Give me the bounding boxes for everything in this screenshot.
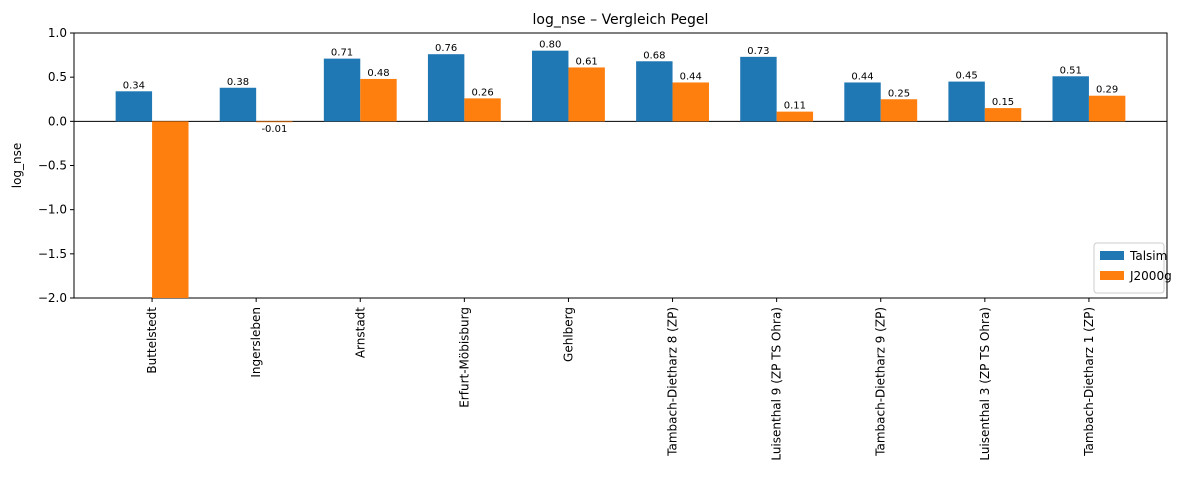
x-tick-label: Tambach-Dietharz 8 (ZP) <box>666 307 680 457</box>
bar-j2000g <box>672 82 709 122</box>
x-tick-label: Ingersleben <box>249 307 263 378</box>
bar-value-label: 0.68 <box>643 50 665 61</box>
y-tick-label: −1.0 <box>38 203 67 217</box>
x-tick-label: Tambach-Dietharz 1 (ZP) <box>1082 307 1096 457</box>
bar-j2000g <box>152 121 189 298</box>
x-tick-label: Buttelstedt <box>145 307 159 374</box>
x-tick-label: Arnstadt <box>353 307 367 358</box>
bar-talsim <box>427 54 465 122</box>
bar-value-label: 0.15 <box>992 97 1014 108</box>
bar-talsim <box>115 91 153 122</box>
chart-title: log_nse – Vergleich Pegel <box>533 12 709 28</box>
bar-value-label: 0.25 <box>888 88 910 99</box>
x-tick-label: Tambach-Dietharz 9 (ZP) <box>874 307 888 457</box>
y-tick-label: 0.0 <box>48 114 67 128</box>
bar-talsim <box>948 81 985 122</box>
bar-value-label: 0.44 <box>851 71 873 82</box>
bar-j2000g <box>984 108 1022 122</box>
bar-value-label: 0.11 <box>784 101 806 112</box>
bar-value-label: 0.26 <box>471 87 493 98</box>
bar-talsim <box>740 56 777 122</box>
bar-value-label: 0.76 <box>435 43 457 54</box>
legend-swatch <box>1100 271 1124 280</box>
y-tick-label: −1.5 <box>38 247 67 261</box>
plot-area: 1.0 0.5 0.0 −0.5 −1.0 −1.5 −2.0 0.34 Buttelstedt… <box>38 26 1172 461</box>
bar-talsim <box>1052 76 1089 122</box>
x-tick-label: Luisenthal 9 (ZP TS Ohra) <box>770 307 784 461</box>
legend: Talsim J2000g <box>1093 242 1172 294</box>
bar-talsim <box>844 82 881 122</box>
bar-value-label: 0.73 <box>747 46 769 57</box>
bar-j2000g <box>776 111 814 122</box>
bar-j2000g <box>256 121 293 123</box>
bar-talsim <box>323 58 361 122</box>
bar-value-label: 0.38 <box>227 77 249 88</box>
bar-j2000g <box>464 98 501 122</box>
bar-value-label: 0.61 <box>576 56 598 67</box>
y-axis-label: log_nse <box>10 143 24 189</box>
x-tick-label: Luisenthal 3 (ZP TS Ohra) <box>978 307 992 461</box>
bar-value-label: 0.44 <box>680 71 702 82</box>
bar-talsim <box>219 87 257 122</box>
y-tick-label: −0.5 <box>38 159 67 173</box>
legend-label: J2000g <box>1129 269 1172 283</box>
plot-frame <box>73 32 1168 299</box>
x-tick-label: Erfurt-Möbisburg <box>457 307 471 408</box>
bar-value-label: 0.51 <box>1060 65 1082 76</box>
bar-j2000g <box>360 78 397 122</box>
bar-talsim <box>532 50 569 122</box>
bar-j2000g <box>880 99 918 122</box>
bar-j2000g <box>1088 95 1126 122</box>
bar-value-label: 0.29 <box>1096 85 1118 96</box>
bar-value-label: -0.01 <box>261 124 287 135</box>
bar-j2000g <box>568 67 605 122</box>
x-tick-label: Gehlberg <box>561 307 575 362</box>
bar-value-label: 0.48 <box>367 68 389 79</box>
y-tick-label: −2.0 <box>38 291 67 305</box>
bar-value-label: 0.80 <box>539 40 561 51</box>
legend-swatch <box>1100 251 1124 260</box>
legend-label: Talsim <box>1129 249 1167 263</box>
bar-talsim <box>636 61 673 122</box>
y-tick-label: 1.0 <box>48 26 67 40</box>
bar-value-label: 0.34 <box>123 80 145 91</box>
y-tick-label: 0.5 <box>48 70 67 84</box>
bar-value-label: 0.71 <box>331 48 353 59</box>
bar-value-label: 0.45 <box>955 71 977 82</box>
